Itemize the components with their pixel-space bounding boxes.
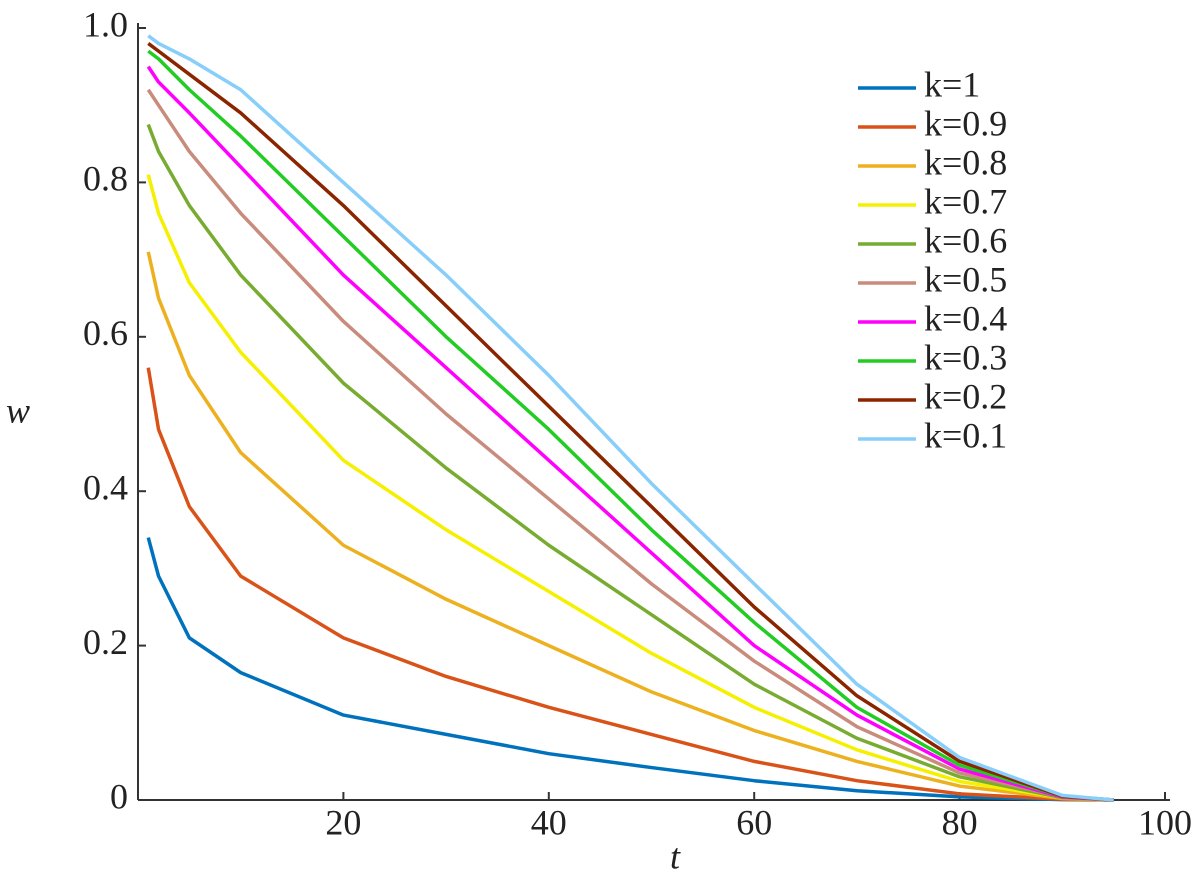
legend-label: k=0.2 (924, 376, 1007, 416)
y-tick-label: 0.4 (83, 467, 128, 507)
line (146, 88, 1114, 802)
legend-label: k=0.4 (924, 298, 1007, 338)
legend-label: k=0.6 (924, 220, 1007, 260)
legend-label: k=0.8 (924, 142, 1007, 182)
legend-label: k=0.3 (924, 337, 1007, 377)
x-tick-label: 60 (736, 802, 772, 842)
x-tick-label: 20 (325, 802, 361, 842)
line (146, 537, 1114, 802)
y-tick-label: 1.0 (83, 4, 128, 44)
x-axis-label: t (670, 836, 681, 876)
x-tick-label: 80 (942, 802, 978, 842)
y-tick-label: 0 (110, 776, 128, 816)
legend-label: k=0.7 (924, 181, 1007, 221)
legend-label: k=1 (924, 64, 980, 104)
legend-label: k=0.5 (924, 259, 1007, 299)
legend-label: k=0.1 (924, 415, 1007, 455)
line (146, 251, 1114, 802)
line (146, 367, 1114, 802)
y-tick-label: 0.8 (83, 159, 128, 199)
line (147, 42, 1114, 802)
y-axis-label: w (6, 390, 30, 430)
line (146, 123, 1114, 802)
line (146, 174, 1114, 802)
x-tick-label: 40 (531, 802, 567, 842)
line (146, 65, 1114, 802)
y-tick-label: 0.6 (83, 313, 128, 353)
line (147, 34, 1114, 802)
line (147, 49, 1114, 802)
y-tick-label: 0.2 (83, 622, 128, 662)
x-tick-label: 100 (1138, 802, 1192, 842)
legend-label: k=0.9 (924, 103, 1007, 143)
